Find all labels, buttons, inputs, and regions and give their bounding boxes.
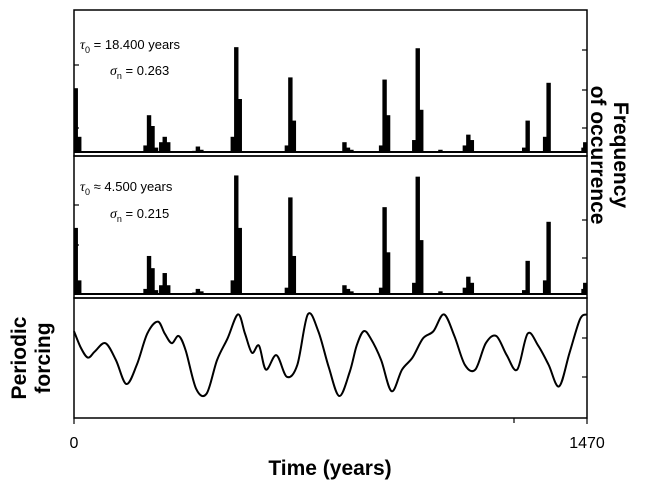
x-axis-title: Time (years) [268,457,391,480]
middle-bar [546,221,551,295]
middle-bar [462,287,468,295]
periodic-label-line2: forcing [32,322,55,393]
top-bar [195,146,201,153]
top-bar [462,145,468,153]
top-bar [469,140,475,153]
middle-tau-annotation: τ0 ≈ 4.500 years [80,179,173,197]
middle-bar [419,240,424,295]
middle-bar [162,273,167,295]
top-bar [378,145,384,153]
top-bar [342,142,347,153]
middle-bar [469,282,475,295]
top-bar [166,142,171,153]
middle-bar [230,280,235,295]
top-bar [234,47,239,153]
top-bar [412,140,417,153]
middle-bar [150,268,155,295]
middle-bar [583,282,588,295]
middle-bar [143,288,148,295]
x-tick-label-0: 0 [70,435,79,452]
top-bar [521,147,527,153]
middle-bar [237,227,242,295]
middle-bar [288,197,293,295]
middle-bar [466,276,471,295]
top-bar [419,109,424,153]
top-bar [153,147,159,153]
top-bar [291,120,297,153]
middle-bar [415,176,420,295]
top-bar [525,120,530,153]
top-tau-annotation: τ0 = 18.400 years [80,37,181,55]
top-bar [385,115,391,153]
middle-bar [378,287,384,295]
middle-bar [412,282,417,295]
top-bar [159,142,164,153]
middle-bar [153,290,159,295]
middle-bar [73,227,78,295]
frequency-label-line2: of occurrence [586,86,609,225]
middle-bar [234,175,239,295]
middle-bar [77,280,82,295]
top-bar [143,145,148,153]
top-bar [77,136,82,153]
top-bar [382,79,387,153]
top-bar [237,99,242,153]
top-bar [415,48,420,153]
middle-bar [159,285,164,295]
top-bar [162,136,167,153]
middle-bar-series [73,175,588,295]
middle-bar [382,207,387,295]
top-bar [230,136,235,153]
top-bar [150,126,155,153]
middle-bar [291,255,297,295]
top-bar [288,77,293,153]
top-bar [546,82,551,153]
axis-ticks [73,49,588,424]
top-bar [146,115,152,153]
periodic-forcing-line [73,312,588,398]
frequency-label-line1: Frequency [609,102,632,209]
middle-bar [542,280,548,295]
middle-bar [525,260,530,295]
middle-bar [521,290,527,295]
middle-bar [345,288,351,295]
middle-bar [166,285,171,295]
top-sigma-annotation: σn = 0.263 [110,63,169,81]
middle-bar [342,285,347,295]
middle-sigma-annotation: σn = 0.215 [110,206,169,224]
bottom-panel-frame [73,297,588,419]
middle-bar [284,287,290,295]
top-bar [466,134,471,153]
x-tick-label-1470: 1470 [569,435,605,452]
top-bar [345,147,351,153]
top-bar [542,136,548,153]
top-bar [73,88,78,153]
middle-bar [146,255,152,295]
top-bar [583,142,588,153]
middle-bar [195,288,201,295]
top-bar-series [73,47,588,153]
middle-bar [385,252,391,295]
periodic-label-line1: Periodic [8,316,31,399]
top-bar [284,145,290,153]
